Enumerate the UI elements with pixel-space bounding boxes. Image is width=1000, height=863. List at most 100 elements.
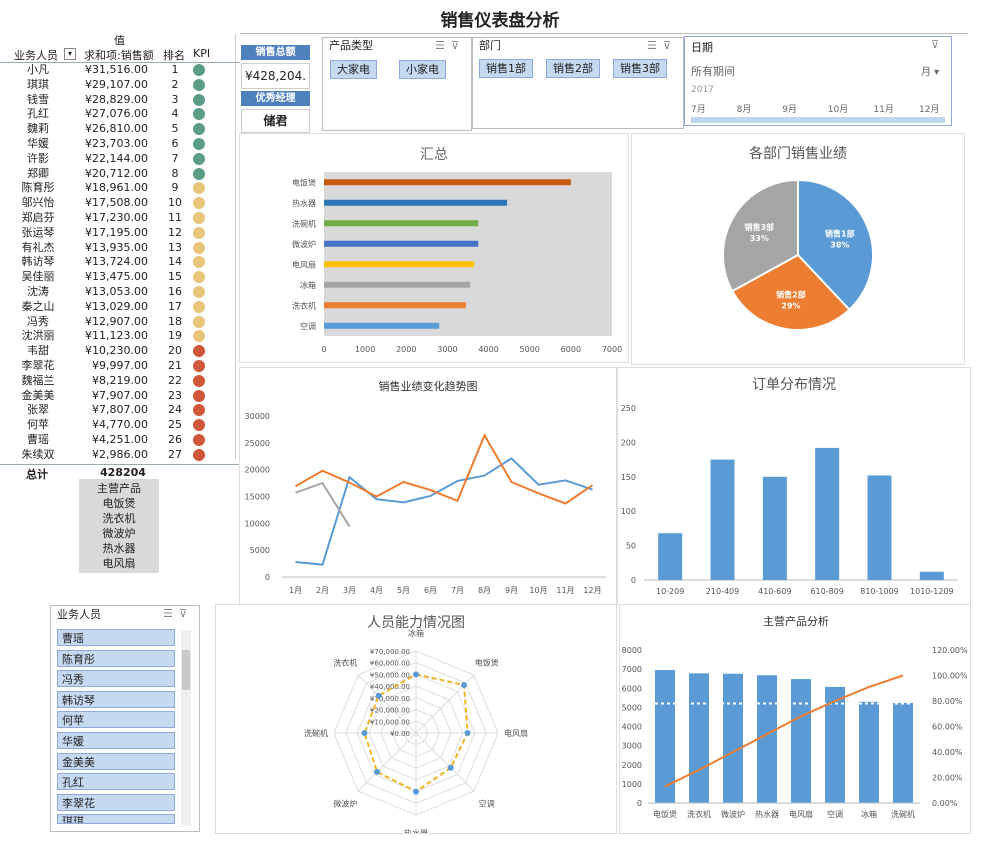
date-slicer-title: 日期	[691, 41, 713, 54]
clear-filter-icon[interactable]: ⊽	[450, 39, 465, 52]
total-value: 428204	[100, 465, 146, 479]
kpi-green-icon	[193, 123, 205, 136]
date-timeline-slicer[interactable]: 日期 ⊽ 所有期间 月 ▾ 2017 7月 8月 9月 10月 11月 12月	[684, 36, 952, 126]
category-label: 冰箱	[408, 628, 424, 638]
pivot-row: 张运琴 ¥17,195.00 12	[0, 226, 240, 240]
slicer-item-dept-1[interactable]: 销售2部	[546, 59, 600, 78]
department-slicer[interactable]: 部门 ☰⊽ 销售1部 销售2部 销售3部	[472, 37, 684, 129]
rank: 5	[171, 122, 179, 136]
main-products-box: 主营产品 电饭煲 洗衣机 微波炉 热水器 电风扇	[79, 478, 159, 573]
tick-label: 15000	[245, 493, 270, 502]
timeline-month[interactable]: 11月	[873, 105, 894, 115]
clear-filter-icon[interactable]: ⊽	[662, 39, 677, 52]
filter-dropdown-icon[interactable]: ▾	[64, 48, 76, 60]
slicer-item-person[interactable]: 曹瑶	[57, 629, 175, 646]
slicer-item-dept-0[interactable]: 销售1部	[479, 59, 533, 78]
person-name: 李翠花	[21, 359, 55, 372]
pie-slice	[797, 178, 874, 312]
tick-label: 7000	[602, 345, 622, 354]
sales-amount: ¥9,997.00	[92, 359, 148, 372]
timeline-month[interactable]: 9月	[782, 105, 797, 115]
tick-label: 50	[626, 542, 636, 551]
timeline-month[interactable]: 7月	[691, 105, 706, 115]
main-products-header: 主营产品	[97, 481, 141, 495]
slice-percent: 33%	[750, 234, 769, 243]
sales-amount: ¥13,475.00	[85, 270, 148, 284]
kpi-red-icon	[193, 360, 205, 372]
slicer-item-person[interactable]: 韩访琴	[57, 690, 175, 708]
slicer-item-person[interactable]: 何苹	[57, 711, 175, 729]
scrollbar-thumb[interactable]	[182, 650, 190, 690]
tick-label: 0	[631, 576, 636, 585]
rank: 13	[168, 240, 182, 254]
multi-select-icon[interactable]: ☰	[647, 39, 663, 52]
slicer-item-person[interactable]: 冯秀	[57, 670, 175, 688]
main-product-item: 电饭煲	[102, 496, 136, 510]
radar-spoke	[357, 674, 417, 734]
timeline-month[interactable]: 8月	[736, 105, 752, 115]
person-name: 张翠	[27, 403, 49, 417]
pivot-row: 何苹 ¥4,770.00 25	[0, 418, 240, 432]
slicer-item-dept-2[interactable]: 销售3部	[613, 59, 667, 78]
category-label: 微波炉	[292, 239, 316, 249]
sales-amount: ¥4,251.00	[92, 433, 148, 446]
category-label: 电饭煲	[292, 177, 316, 187]
slicer-item-person[interactable]: 孔红	[57, 773, 175, 791]
sales-amount: ¥13,053.00	[85, 285, 148, 298]
slicer-item-person[interactable]: 琪琪	[57, 814, 175, 825]
all-periods-label: 所有期间	[691, 65, 735, 78]
tick-label: 1000	[622, 780, 642, 789]
tick-label: ¥20,000.00	[370, 707, 410, 715]
tick-label: 25000	[245, 439, 270, 448]
timeline-bar[interactable]	[691, 117, 945, 123]
slicer-item-person[interactable]: 华媛	[57, 732, 175, 749]
timeline-month[interactable]: 10月	[827, 105, 849, 115]
pie-slice	[722, 178, 799, 293]
salesperson-slicer[interactable]: 业务人员 ☰⊽ 曹瑶 陈育彤 冯秀 韩访琴 何苹 华媛 金美美 孔红 李翠花 琪琪	[50, 605, 200, 832]
data-point	[375, 692, 382, 699]
kpi-yellow-icon	[193, 271, 205, 284]
sales-amount: ¥18,961.00	[85, 181, 148, 195]
clear-filter-icon[interactable]: ⊽	[178, 607, 193, 620]
timeline-year: 2017	[691, 85, 714, 95]
tick-label: 810-1009	[860, 587, 899, 596]
timeline-month[interactable]: 12月	[919, 105, 940, 115]
tick-label: 10-209	[656, 587, 684, 596]
kpi-yellow-icon	[193, 330, 205, 343]
time-level-dropdown[interactable]: 月 ▾	[921, 67, 940, 78]
sales-amount: ¥2,986.00	[92, 447, 148, 461]
kpi-red-icon	[193, 389, 205, 402]
slicer-item-product-1[interactable]: 小家电	[399, 60, 446, 79]
category-label: 电风扇	[292, 259, 316, 269]
product-type-slicer[interactable]: 产品类型 ☰⊽ 大家电 小家电	[322, 37, 472, 131]
main-product-item: 热水器	[102, 541, 136, 555]
person-name: 沈涛	[27, 285, 49, 298]
slicer-item-person[interactable]: 金美美	[57, 752, 175, 770]
sales-amount: ¥4,770.00	[92, 418, 148, 432]
col-header-amount: 求和项:销售额	[84, 49, 154, 62]
radar-spoke	[357, 732, 417, 792]
slicer-item-person[interactable]: 陈育彤	[57, 649, 175, 667]
total-sales-value: ¥428,204.	[241, 63, 310, 89]
tick-label: ¥10,000.00	[370, 718, 410, 726]
data-point	[374, 768, 381, 775]
main-product-pareto-chart: 主营产品分析 0 1000 2000 3000 4000 5000 6000 7000 8000 0…	[622, 614, 968, 819]
tick-label: 7月	[451, 586, 464, 595]
slicer-scrollbar[interactable]	[181, 630, 191, 826]
plot-area	[324, 172, 612, 336]
sales-amount: ¥29,107.00	[85, 77, 148, 91]
slicer-item-product-0[interactable]: 大家电	[330, 60, 377, 79]
slicer-item-person[interactable]: 李翠花	[57, 793, 175, 811]
pivot-row: 吴佳丽 ¥13,475.00 15	[0, 270, 240, 284]
multi-select-icon[interactable]: ☰	[435, 39, 451, 52]
tick-label: 100.00%	[932, 672, 968, 681]
multi-select-icon[interactable]: ☰	[163, 607, 179, 620]
data-point	[361, 730, 368, 736]
person-name: 琪琪	[27, 77, 49, 91]
clear-filter-icon[interactable]: ⊽	[930, 38, 945, 51]
tick-label: 9月	[505, 586, 518, 595]
tick-label: 200	[621, 438, 636, 447]
bar	[825, 686, 845, 803]
tick-label: 20000	[245, 466, 270, 475]
tick-label: ¥60,000.00	[370, 660, 410, 668]
